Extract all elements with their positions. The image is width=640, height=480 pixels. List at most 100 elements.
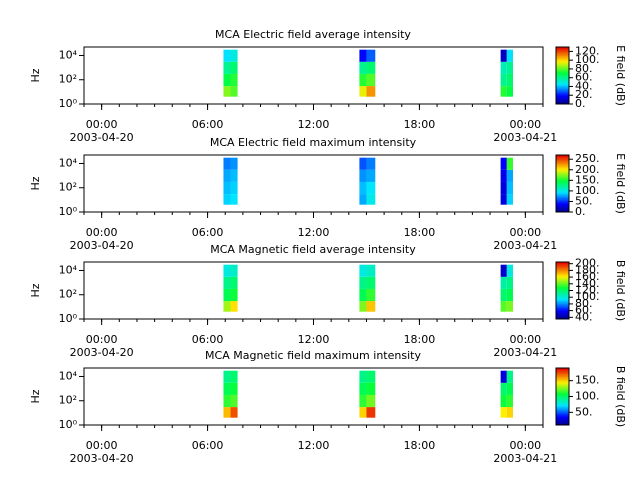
colorbar-slice	[556, 286, 569, 289]
colorbar-slice	[556, 176, 569, 179]
heatmap-cell	[359, 157, 367, 170]
colorbar-slice	[556, 297, 569, 300]
colorbar-slice	[556, 303, 569, 306]
colorbar-slice	[556, 415, 569, 417]
colorbar-tick-label: 0.	[575, 205, 586, 218]
colorbar-slice	[556, 85, 569, 88]
colorbar-slice	[556, 416, 569, 419]
heatmap-cell	[223, 49, 231, 62]
colorbar-slice	[556, 180, 569, 183]
colorbar-label: E field (dB)	[614, 153, 627, 214]
heatmap-cell	[366, 301, 376, 312]
plot-frame	[83, 261, 544, 320]
heatmap-cell	[506, 394, 513, 408]
colorbar-slice	[556, 155, 569, 157]
colorbar-slice	[556, 402, 569, 405]
colorbar-slice	[556, 59, 569, 62]
colorbar-slice	[556, 413, 569, 416]
colorbar-slice	[556, 190, 569, 193]
heatmap-cell	[359, 86, 367, 97]
colorbar-slice	[556, 52, 569, 55]
colorbar-slice	[556, 189, 569, 192]
heatmap-cell	[366, 382, 376, 395]
colorbar-slice	[556, 200, 569, 203]
x-tick-label: 00:00	[86, 333, 118, 346]
colorbar-tick-label: 100.	[575, 290, 600, 303]
heatmap-cell	[500, 370, 507, 383]
colorbar-tick-label: 120.	[575, 44, 600, 57]
colorbar-slice	[556, 382, 569, 385]
colorbar-slice	[556, 182, 569, 184]
x-tick-label: 00:00	[509, 333, 541, 346]
heatmap-cell	[500, 301, 507, 312]
plot-frame	[83, 154, 544, 213]
heatmap-cell	[359, 276, 367, 289]
colorbar-tick-label: 60.	[575, 71, 593, 84]
colorbar-slice	[556, 274, 569, 277]
colorbar-slice	[556, 55, 569, 58]
heatmap-cell	[223, 288, 231, 302]
colorbar-slice	[556, 400, 569, 403]
y-tick-label: 10⁴	[59, 263, 78, 276]
colorbar-tick-label: 200.	[575, 163, 600, 176]
heatmap-cell	[230, 73, 238, 87]
colorbar-slice	[556, 79, 569, 82]
colorbar-tick-label: 100.	[575, 390, 600, 403]
colorbar-slice	[556, 69, 569, 72]
colorbar-slice	[556, 68, 569, 71]
colorbar-slice	[556, 375, 569, 378]
colorbar-slice	[556, 313, 569, 316]
colorbar-slice	[556, 306, 569, 309]
heatmap-cell	[500, 73, 507, 87]
x-tick-label: 06:00	[192, 118, 224, 131]
x-date-label: 2003-04-21	[493, 452, 557, 465]
colorbar-slice	[556, 173, 569, 176]
colorbar-slice	[556, 98, 569, 101]
heatmap-cell	[500, 169, 507, 182]
colorbar-slice	[556, 368, 569, 370]
colorbar-slice	[556, 82, 569, 85]
x-tick-label: 06:00	[192, 226, 224, 239]
heatmap-cell	[366, 169, 376, 182]
x-tick-label: 06:00	[192, 439, 224, 452]
heatmap-cell	[500, 276, 507, 289]
heatmap-cell	[359, 407, 367, 418]
colorbar-slice	[556, 75, 569, 78]
colorbar-slice	[556, 186, 569, 189]
heatmap-cell	[506, 194, 513, 205]
colorbar-slice	[556, 101, 569, 104]
colorbar-slice	[556, 203, 569, 206]
colorbar-tick-label: 40.	[575, 310, 593, 323]
plot-frame	[83, 46, 544, 105]
colorbar-slice	[556, 199, 569, 202]
x-tick-label: 06:00	[192, 333, 224, 346]
y-tick-label: 10⁰	[59, 97, 78, 110]
colorbar-slice	[556, 270, 569, 273]
heatmap-cell	[366, 407, 376, 418]
y-tick-label: 10²	[59, 288, 77, 301]
colorbar-slice	[556, 61, 569, 64]
colorbar-slice	[556, 262, 569, 264]
colorbar-slice	[556, 89, 569, 92]
heatmap-cell	[506, 157, 513, 170]
heatmap-cell	[230, 370, 238, 383]
heatmap-cell	[223, 61, 231, 74]
heatmap-cell	[230, 157, 238, 170]
colorbar-slice	[556, 162, 569, 165]
colorbar-slice	[556, 369, 569, 372]
heatmap-cell	[230, 61, 238, 74]
colorbar-slice	[556, 376, 569, 379]
colorbar-slice	[556, 88, 569, 91]
chart-title: MCA Electric field maximum intensity	[210, 136, 417, 149]
colorbar-slice	[556, 187, 569, 190]
colorbar-slice	[556, 273, 569, 276]
colorbar-slice	[556, 405, 569, 407]
colorbar-slice	[556, 166, 569, 169]
colorbar-slice	[556, 157, 569, 160]
heatmap-cell	[506, 301, 513, 312]
y-axis-label: Hz	[29, 283, 42, 297]
colorbar-slice	[556, 179, 569, 182]
colorbar-slice	[556, 290, 569, 293]
colorbar-tick-label: 250.	[575, 152, 600, 165]
colorbar-slice	[556, 62, 569, 65]
